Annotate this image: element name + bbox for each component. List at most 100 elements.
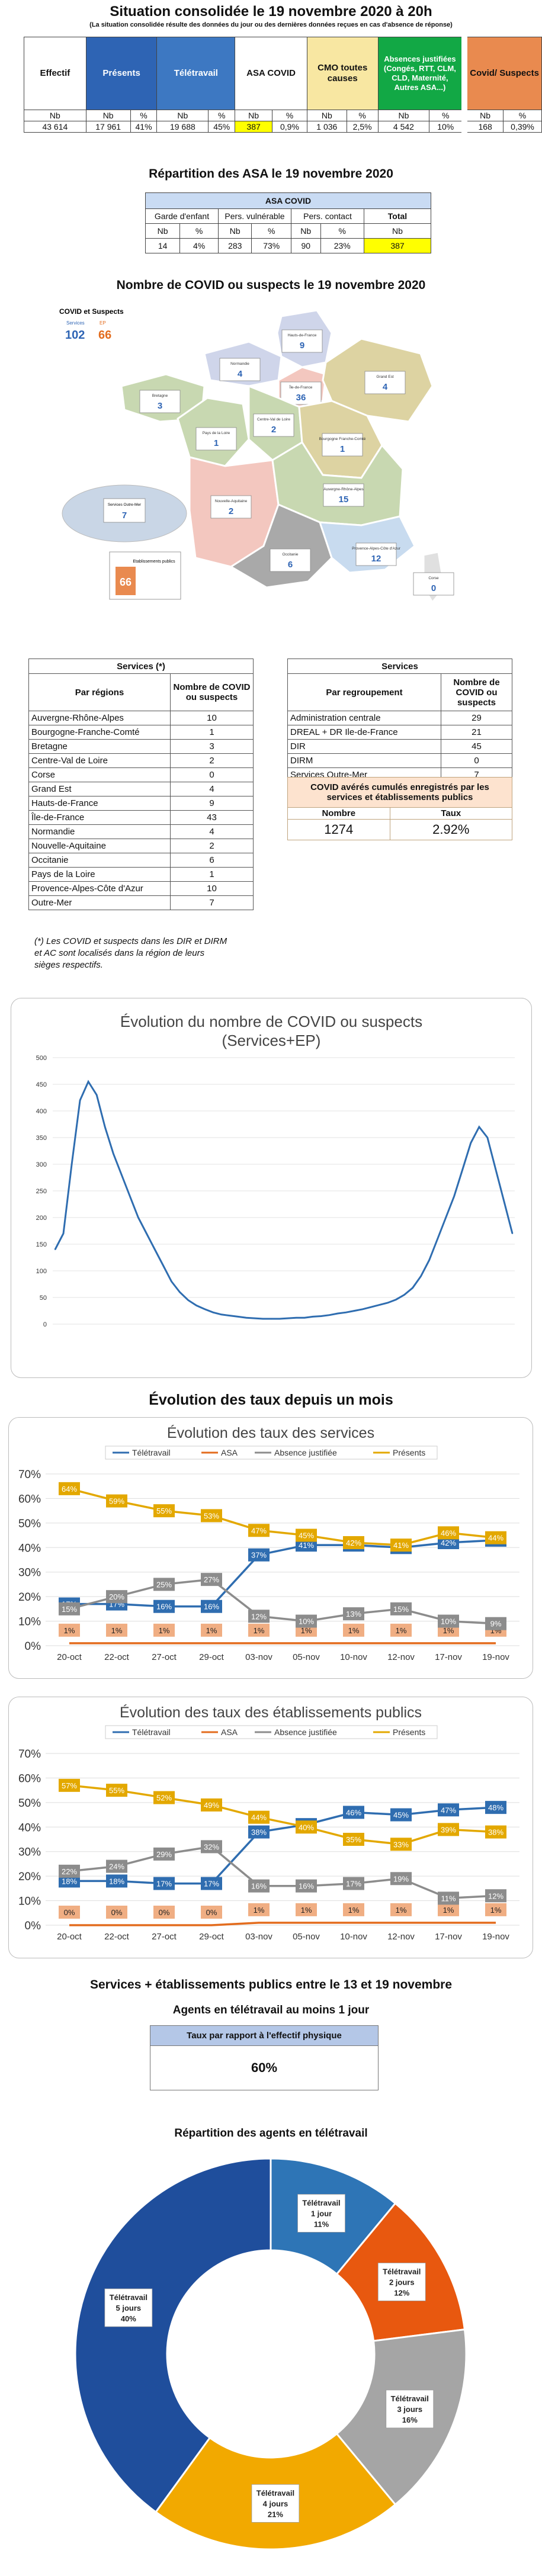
map-region-box [322,433,363,457]
data-point [79,1100,81,1101]
data-label-bg [153,1578,175,1591]
data-label-bg [201,1599,222,1613]
map-region-value: 4 [238,369,243,379]
data-label: 33% [390,1838,412,1851]
x-tick-label: 17-nov [435,1932,462,1942]
data-label-bg [106,1874,127,1888]
data-label-bg [296,1879,317,1893]
map-region-box [323,483,364,507]
data-point [512,1233,513,1234]
legend-entry: Présents [393,1448,425,1457]
data-label-text: 47% [441,1806,456,1814]
summary-header-2: Télétravail [156,37,236,110]
data-label: 13% [343,1607,364,1621]
data-point [312,1316,314,1318]
map-region-box [413,572,454,596]
summary-sub-1-0: Nb [85,110,131,121]
legend-entry: ASA [221,1727,238,1737]
x-tick-label: 29-oct [199,1932,225,1942]
data-label: 17% [343,1877,364,1890]
data-label: 1% [153,1623,175,1637]
x-tick-label: 03-nov [245,1652,272,1662]
data-label: 18% [106,1874,127,1888]
region-name: Pays de la Loire [28,867,171,882]
data-point [495,1169,496,1170]
data-label: 1% [485,1903,506,1916]
data-label-text: 49% [204,1801,219,1810]
data-label-text: 10% [299,1617,314,1626]
y-tick-label: 0% [25,1640,41,1653]
data-label-text: 38% [251,1828,267,1837]
data-label-text: 64% [62,1485,77,1493]
data-label-text: 18% [62,1877,77,1886]
region-count: 10 [170,711,254,725]
data-label-bg [201,1798,222,1811]
map-region-box [219,358,261,381]
data-label-bg [390,1872,412,1886]
x-tick-label: 05-nov [293,1652,320,1662]
data-label: 41% [390,1538,412,1552]
data-point [503,1201,505,1202]
legend-title: COVID et Suspects [59,307,124,316]
table-row: Administration centrale 29 [287,711,512,725]
data-point [486,1137,488,1138]
data-label: 44% [485,1531,506,1544]
data-label: 47% [248,1524,270,1537]
series-line [69,1578,496,1625]
data-point [229,1315,230,1316]
map-region-box [364,371,406,394]
data-point [237,1316,239,1318]
data-label-text: 44% [488,1534,503,1543]
data-label: 49% [201,1798,222,1811]
data-label-bg [438,1823,459,1836]
data-point [287,1318,289,1319]
map-region: Auvergne-Rhône-Alpes 15 [271,441,404,526]
data-label: 19% [390,1872,412,1886]
cumul-col-taux: Taux [389,807,513,820]
data-label: 41% [296,1538,317,1552]
donut-label: Télétravail 1 jour 11% [297,2194,345,2233]
series-line [69,1784,496,1846]
teletravail-box: Taux par rapport à l'effectif physique 6… [150,2025,379,2090]
data-label-text: 1% [159,1626,170,1635]
map-region-value: 1 [214,438,219,448]
x-tick-label: 12-nov [387,1932,415,1942]
group-count: 45 [441,739,512,754]
data-label: 1% [390,1623,412,1637]
y-tick-label: 400 [36,1108,47,1115]
data-label-bg [106,1906,127,1919]
data-label-bg [59,1874,80,1888]
asa-cat-1: Pers. vulnérable [218,208,291,224]
group-col2: Nombre de COVID ou suspects [441,673,512,711]
table-row: Occitanie 6 [28,853,254,868]
data-label-bg [153,1599,175,1613]
data-label-text: 11% [441,1894,456,1903]
summary-value-1-0: 17 961 [85,121,131,133]
donut-label: Télétravail 3 jours 16% [386,2389,434,2429]
data-label-text: 16% [299,1882,314,1891]
data-label-bg [485,1825,506,1839]
data-label-bg [201,1509,222,1523]
map-region: Occitanie 6 [229,503,333,589]
summary-value-2-1: 45% [208,121,236,133]
data-point [63,1233,65,1234]
region-count: 1 [170,867,254,882]
map-region-name: Île-de-France [289,384,313,390]
summary-value-4-1: 2,5% [346,121,379,133]
data-label-text: 17% [346,1880,361,1888]
data-label: 10% [296,1614,317,1628]
region-name: Normandie [28,824,171,839]
table-row: Outre-Mer 7 [28,895,254,910]
data-point [445,1217,447,1218]
data-point [129,1196,131,1197]
data-label-text: 55% [109,1786,124,1795]
map-region-name: Occitanie [282,553,298,557]
data-label-text: 1% [443,1626,454,1635]
y-tick-label: 0% [25,1920,41,1932]
asa-value-4: 90 [291,238,321,253]
donut-label-line1: Télétravail [302,2198,340,2207]
summary-header-6: Covid/ Suspects [461,37,542,110]
region-count: 9 [170,796,254,811]
data-label-bg [248,1610,270,1623]
table-row: Provence-Alpes-Côte d'Azur 10 [28,881,254,896]
